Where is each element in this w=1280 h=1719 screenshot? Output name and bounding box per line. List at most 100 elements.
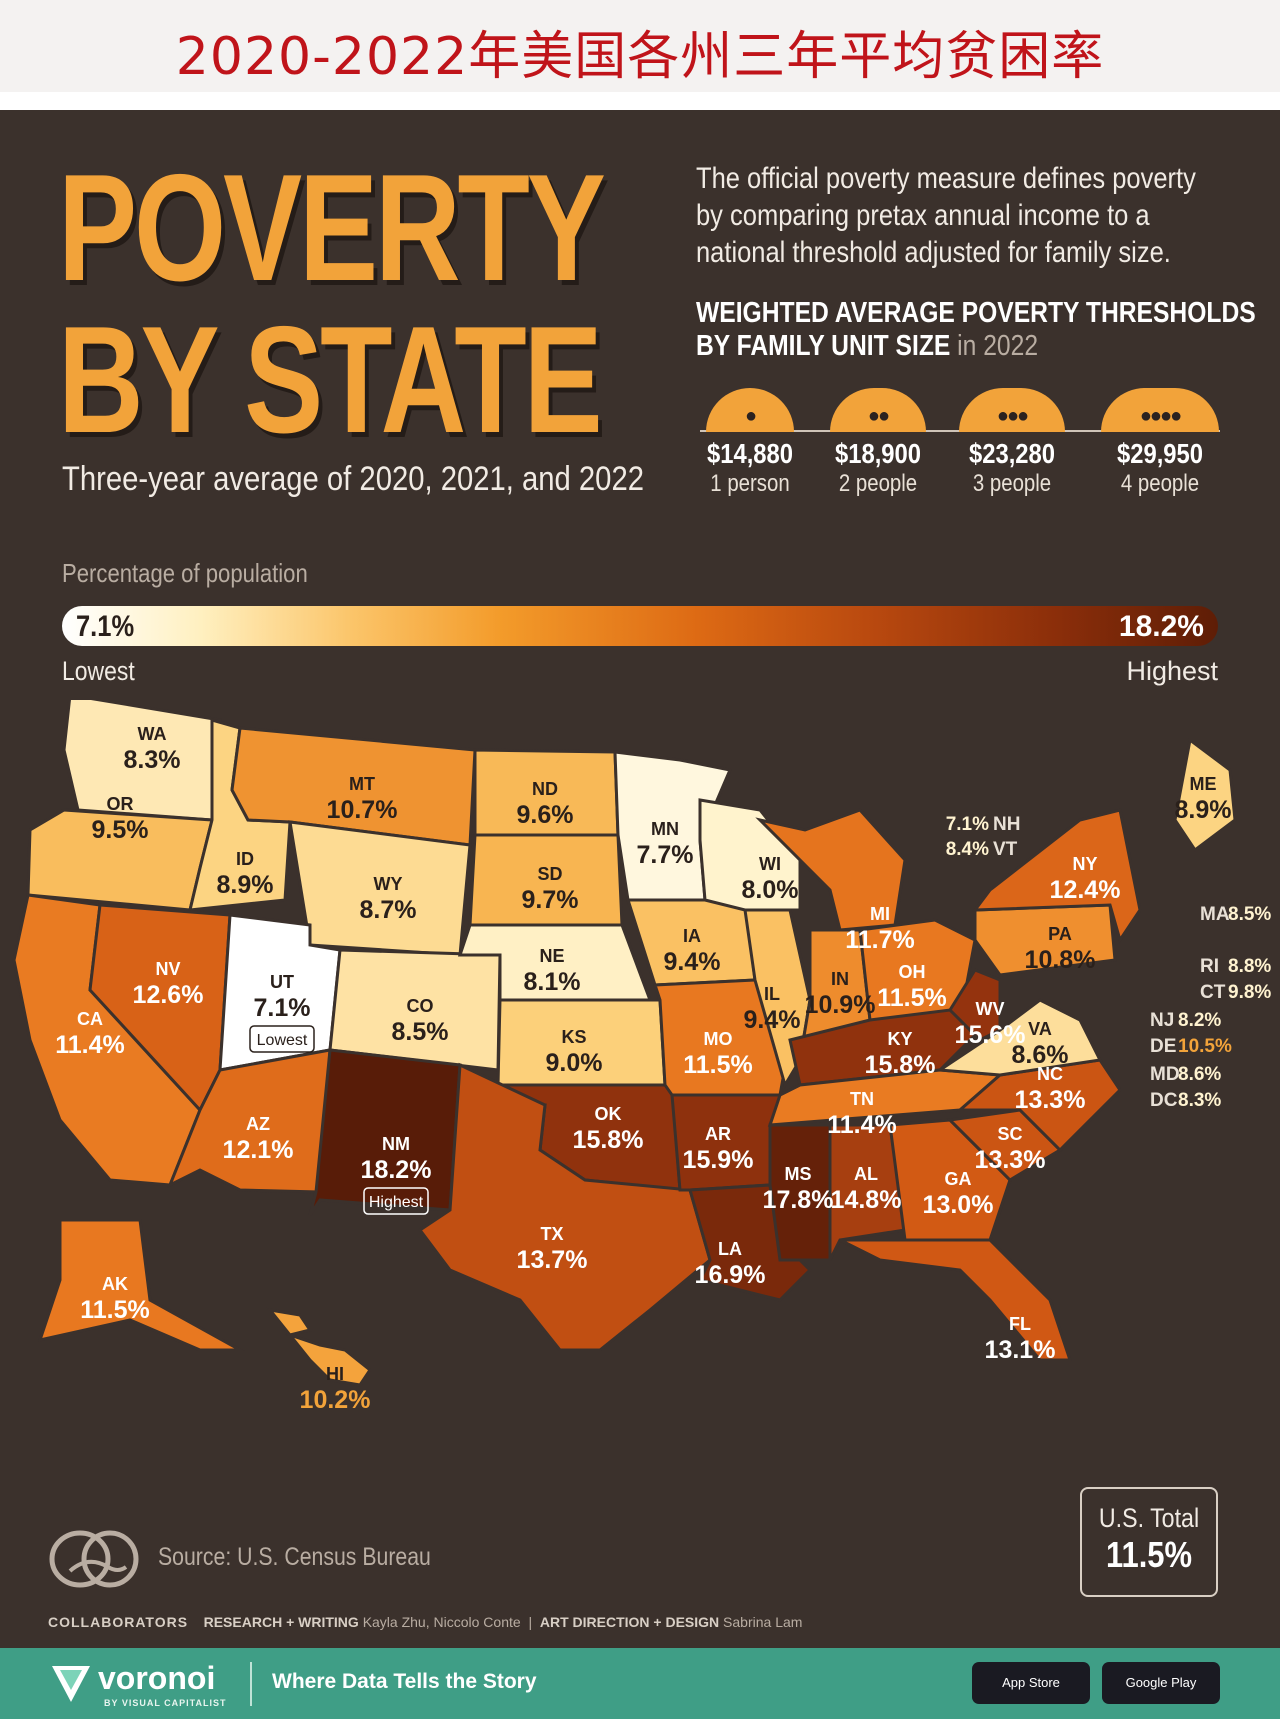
state-label-ks: KS	[561, 1027, 586, 1047]
small-state-label: MD	[1150, 1064, 1180, 1085]
source-text: Source: U.S. Census Bureau	[158, 1543, 431, 1571]
credits-research-names: Kayla Zhu, Niccolo Conte	[362, 1614, 521, 1630]
state-label-la: LA	[718, 1239, 742, 1259]
small-state-md: MD8.6%	[1150, 1064, 1221, 1085]
state-label-ia: IA	[683, 926, 701, 946]
state-label-al: AL	[854, 1164, 878, 1184]
state-label-or: OR	[107, 794, 134, 814]
small-state-vt: VT8.4%	[946, 839, 1018, 860]
state-value-sc: 13.3%	[975, 1146, 1046, 1174]
small-state-ri: RI 8.8%	[1200, 956, 1271, 977]
state-tag-box	[249, 1025, 315, 1053]
state-value-me: 8.9%	[1175, 796, 1232, 824]
person-icon: ●	[706, 388, 794, 432]
small-state-label: NJ	[1150, 1010, 1174, 1031]
state-label-va: VA	[1028, 1019, 1052, 1039]
credits-art-names: Sabrina Lam	[723, 1614, 803, 1630]
thresholds-row: ● $14,880 1 person ●● $18,900 2 people ●…	[690, 388, 1230, 508]
thresholds-title: WEIGHTED AVERAGE POVERTY THRESHOLDS BY F…	[696, 297, 1256, 363]
state-wv	[948, 968, 1002, 1042]
state-tag-ut: Lowest	[249, 1025, 315, 1053]
voronoi-logo[interactable]: voronoi BY VISUAL CAPITALIST	[50, 1660, 240, 1710]
legend-low-label: Lowest	[62, 656, 135, 686]
state-value-mi: 11.7%	[845, 926, 915, 954]
state-value-id: 8.9%	[217, 871, 274, 899]
small-state-label: DC	[1150, 1090, 1178, 1111]
state-value-ut: 7.1%	[254, 994, 311, 1022]
state-value-mo: 11.5%	[683, 1051, 753, 1079]
state-value-wy: 8.7%	[360, 896, 417, 924]
state-label-ms: MS	[785, 1164, 812, 1184]
state-value-pa: 10.8%	[1025, 946, 1096, 974]
threshold-label: 2 people	[838, 470, 918, 497]
small-state-nj: NJ 8.2%	[1150, 1010, 1221, 1031]
google-play-button[interactable]: Google Play	[1102, 1662, 1220, 1704]
state-value-ky: 15.8%	[865, 1051, 936, 1079]
small-state-label: CT	[1200, 982, 1226, 1003]
small-state-value: 10.5%	[1178, 1036, 1232, 1057]
state-label-id: ID	[236, 849, 254, 869]
definition-line: The official poverty measure defines pov…	[696, 162, 1196, 195]
state-me	[1173, 737, 1237, 853]
title-line-2: BY STATE	[58, 295, 603, 465]
threshold-amount: $14,880	[706, 438, 794, 469]
state-label-mi: MI	[870, 904, 890, 924]
state-value-hi: 10.2%	[300, 1386, 371, 1414]
footer-divider	[250, 1662, 252, 1706]
state-value-ca: 11.4%	[55, 1031, 125, 1059]
footer: voronoi BY VISUAL CAPITALIST Where Data …	[0, 1648, 1280, 1719]
state-ak	[37, 1218, 246, 1352]
app-store-button[interactable]: App Store	[972, 1662, 1090, 1704]
labels-layer: WA8.3%OR9.5%CA11.4%ID8.9%NV12.6%MT10.7%W…	[55, 724, 1231, 1414]
state-label-wi: WI	[759, 854, 781, 874]
state-value-ks: 9.0%	[546, 1049, 603, 1077]
color-scale-bar	[62, 606, 1218, 646]
threshold-label: 3 people	[972, 470, 1052, 497]
state-label-il: IL	[764, 984, 780, 1004]
small-state-nh: NH7.1%	[946, 814, 1021, 835]
state-tag-text: Highest	[369, 1194, 424, 1211]
threshold-amount: $29,950	[1116, 438, 1204, 469]
state-value-ne: 8.1%	[524, 968, 581, 996]
state-value-mt: 10.7%	[327, 796, 398, 824]
small-state-ma: MA8.5%	[1200, 904, 1271, 925]
state-nm	[308, 1048, 462, 1216]
state-label-nd: ND	[532, 779, 558, 799]
state-value-ia: 9.4%	[664, 948, 721, 976]
state-label-sd: SD	[537, 864, 562, 884]
state-value-tx: 13.7%	[517, 1246, 588, 1274]
us-total-value: 11.5%	[1105, 1534, 1193, 1575]
state-label-ky: KY	[887, 1029, 912, 1049]
state-label-mt: MT	[349, 774, 375, 794]
top-banner: 2020-2022年美国各州三年平均贫困率	[0, 0, 1280, 92]
state-label-tn: TN	[850, 1089, 874, 1109]
state-ny	[971, 808, 1142, 944]
state-value-mn: 7.7%	[637, 841, 694, 869]
threshold-amount: $23,280	[968, 438, 1056, 469]
state-label-pa: PA	[1048, 924, 1072, 944]
state-label-ny: NY	[1072, 854, 1097, 874]
state-value-tn: 11.4%	[827, 1111, 897, 1139]
small-state-value: 9.8%	[1228, 982, 1271, 1003]
state-label-nc: NC	[1037, 1064, 1063, 1084]
small-state-value: 8.3%	[1178, 1090, 1221, 1111]
state-value-ny: 12.4%	[1050, 876, 1121, 904]
footer-tagline: Where Data Tells the Story	[272, 1670, 537, 1693]
state-label-wy: WY	[374, 874, 403, 894]
brand-sub: BY VISUAL CAPITALIST	[104, 1698, 227, 1708]
threshold-item: ●●● $23,280 3 people	[952, 388, 1072, 498]
state-value-ms: 17.8%	[763, 1186, 834, 1214]
state-value-ar: 15.9%	[683, 1146, 754, 1174]
state-value-al: 14.8%	[831, 1186, 902, 1214]
threshold-item: ● $14,880 1 person	[690, 388, 810, 498]
state-label-wv: WV	[976, 999, 1005, 1019]
us-map: WA8.3%OR9.5%CA11.4%ID8.9%NV12.6%MT10.7%W…	[12, 700, 1271, 1414]
state-label-co: CO	[407, 996, 434, 1016]
small-state-value: 8.4%	[946, 839, 989, 860]
state-label-nm: NM	[382, 1134, 410, 1154]
small-state-label: NH	[993, 814, 1020, 835]
states-layer	[12, 700, 1237, 1387]
small-state-value: 8.8%	[1228, 956, 1271, 977]
state-label-ok: OK	[595, 1104, 622, 1124]
small-state-dc: DC 8.3%	[1150, 1090, 1221, 1111]
